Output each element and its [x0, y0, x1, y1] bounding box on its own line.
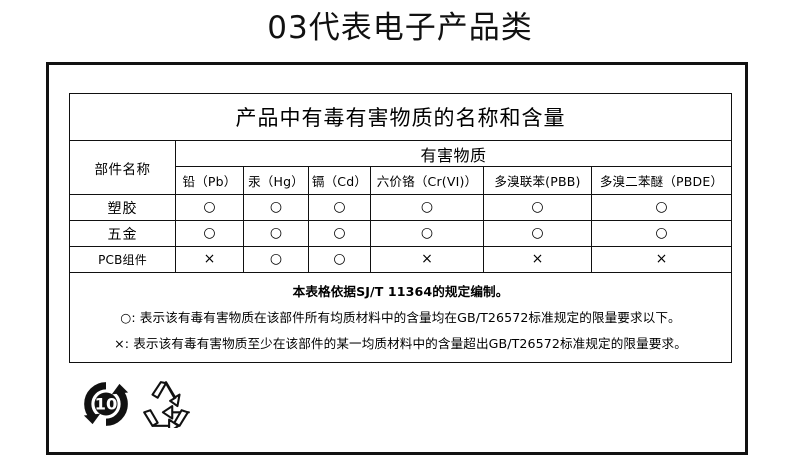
- table-row: PCB组件 × ○ ○ × × ×: [69, 246, 733, 273]
- cell-mark: ○: [243, 246, 309, 273]
- compliance-marks: 10: [82, 380, 192, 428]
- header-substance-hg: 汞（Hg）: [243, 166, 309, 195]
- cell-mark: ○: [590, 220, 733, 247]
- cell-mark: ×: [175, 246, 244, 273]
- header-substance-pbde: 多溴二苯醚（PBDE）: [590, 166, 733, 195]
- header-substance-cd: 镉（Cd）: [308, 166, 371, 195]
- cell-mark: ×: [370, 246, 484, 273]
- table-row: 塑胶 ○ ○ ○ ○ ○ ○: [69, 194, 733, 221]
- cell-mark: ×: [590, 246, 733, 273]
- header-substance-pbb: 多溴联苯(PBB): [483, 166, 592, 195]
- page-title: 03代表电子产品类: [267, 10, 533, 46]
- epup-10-icon: 10: [82, 380, 130, 428]
- cell-mark: ○: [175, 220, 244, 247]
- row-part-name: 五金: [69, 220, 176, 247]
- table-notes: 本表格依据SJ/T 11364的规定编制。 ○: 表示该有毒有害物质在该部件所有…: [68, 272, 733, 363]
- note-line-circle: ○: 表示该有毒有害物质在该部件所有均质材料中的含量均在GB/T26572标准规…: [120, 309, 681, 325]
- cell-mark: ○: [483, 194, 592, 221]
- cell-mark: ○: [175, 194, 244, 221]
- table-notes-row: 本表格依据SJ/T 11364的规定编制。 ○: 表示该有毒有害物质在该部件所有…: [68, 272, 733, 363]
- table-caption: 产品中有毒有害物质的名称和含量: [68, 93, 733, 141]
- table-header-row-group: 部件名称 有害物质: [69, 140, 733, 195]
- header-substance-crvi: 六价铬（Cr(VI)）: [370, 166, 484, 195]
- row-part-name: 塑胶: [69, 194, 176, 221]
- recycle-icon: [140, 380, 192, 428]
- row-part-name: PCB组件: [69, 246, 176, 273]
- cell-mark: ○: [308, 246, 371, 273]
- note-line-cross: ×: 表示该有毒有害物质至少在该部件的某一均质材料中的含量超出GB/T26572…: [114, 335, 687, 351]
- cell-mark: ○: [308, 194, 371, 221]
- table-caption-row: 产品中有毒有害物质的名称和含量: [68, 93, 733, 141]
- cell-mark: ○: [370, 194, 484, 221]
- cell-mark: ○: [483, 220, 592, 247]
- cell-mark: ○: [243, 194, 309, 221]
- hazardous-substances-table: 产品中有毒有害物质的名称和含量 部件名称 有害物质 铅（Pb） 汞（Hg） 镉（…: [68, 93, 733, 363]
- cell-mark: ○: [590, 194, 733, 221]
- rohs-outer-frame: 产品中有毒有害物质的名称和含量 部件名称 有害物质 铅（Pb） 汞（Hg） 镉（…: [46, 62, 748, 455]
- epup-value: 10: [95, 395, 118, 414]
- cell-mark: ○: [308, 220, 371, 247]
- cell-mark: ×: [483, 246, 592, 273]
- header-hazardous-substances: 有害物质: [174, 140, 733, 167]
- table-row: 五金 ○ ○ ○ ○ ○ ○: [69, 220, 733, 247]
- header-substance-pb: 铅（Pb）: [175, 166, 244, 195]
- note-line-standard: 本表格依据SJ/T 11364的规定编制。: [292, 283, 509, 299]
- header-part-name: 部件名称: [69, 140, 176, 195]
- cell-mark: ○: [370, 220, 484, 247]
- table-header-row-substances: 铅（Pb） 汞（Hg） 镉（Cd） 六价铬（Cr(VI)） 多溴联苯(PBB) …: [70, 166, 733, 195]
- cell-mark: ○: [243, 220, 309, 247]
